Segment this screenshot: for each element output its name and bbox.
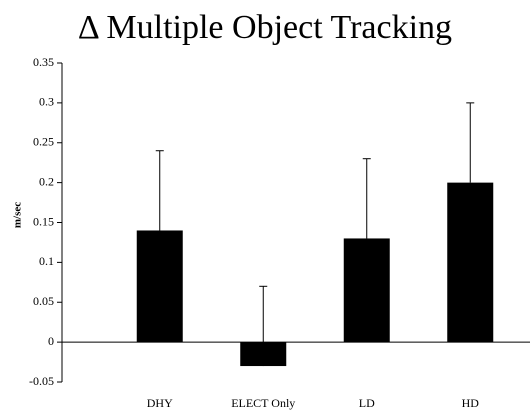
- bar: [447, 182, 494, 343]
- y-tick-label: 0: [48, 334, 54, 348]
- bar: [343, 238, 390, 343]
- y-tick-label: 0.15: [33, 214, 54, 228]
- y-tick-label: 0.3: [39, 95, 54, 109]
- y-tick-label: 0.25: [33, 135, 54, 149]
- bar: [136, 230, 183, 343]
- chart-title: Δ Multiple Object Tracking: [78, 9, 452, 46]
- y-tick-label: 0.05: [33, 294, 54, 308]
- y-axis-label: m/sec: [12, 202, 24, 228]
- x-tick-label: HD: [462, 396, 480, 410]
- y-tick-label: 0.2: [39, 174, 54, 188]
- x-tick-label: DHY: [147, 396, 173, 410]
- y-tick-label: 0.35: [33, 55, 54, 69]
- y-tick-label: 0.1: [39, 254, 54, 268]
- y-tick-label: -0.05: [29, 374, 54, 388]
- x-tick-label: LD: [359, 396, 375, 410]
- x-tick-label: ELECT Only: [231, 396, 295, 410]
